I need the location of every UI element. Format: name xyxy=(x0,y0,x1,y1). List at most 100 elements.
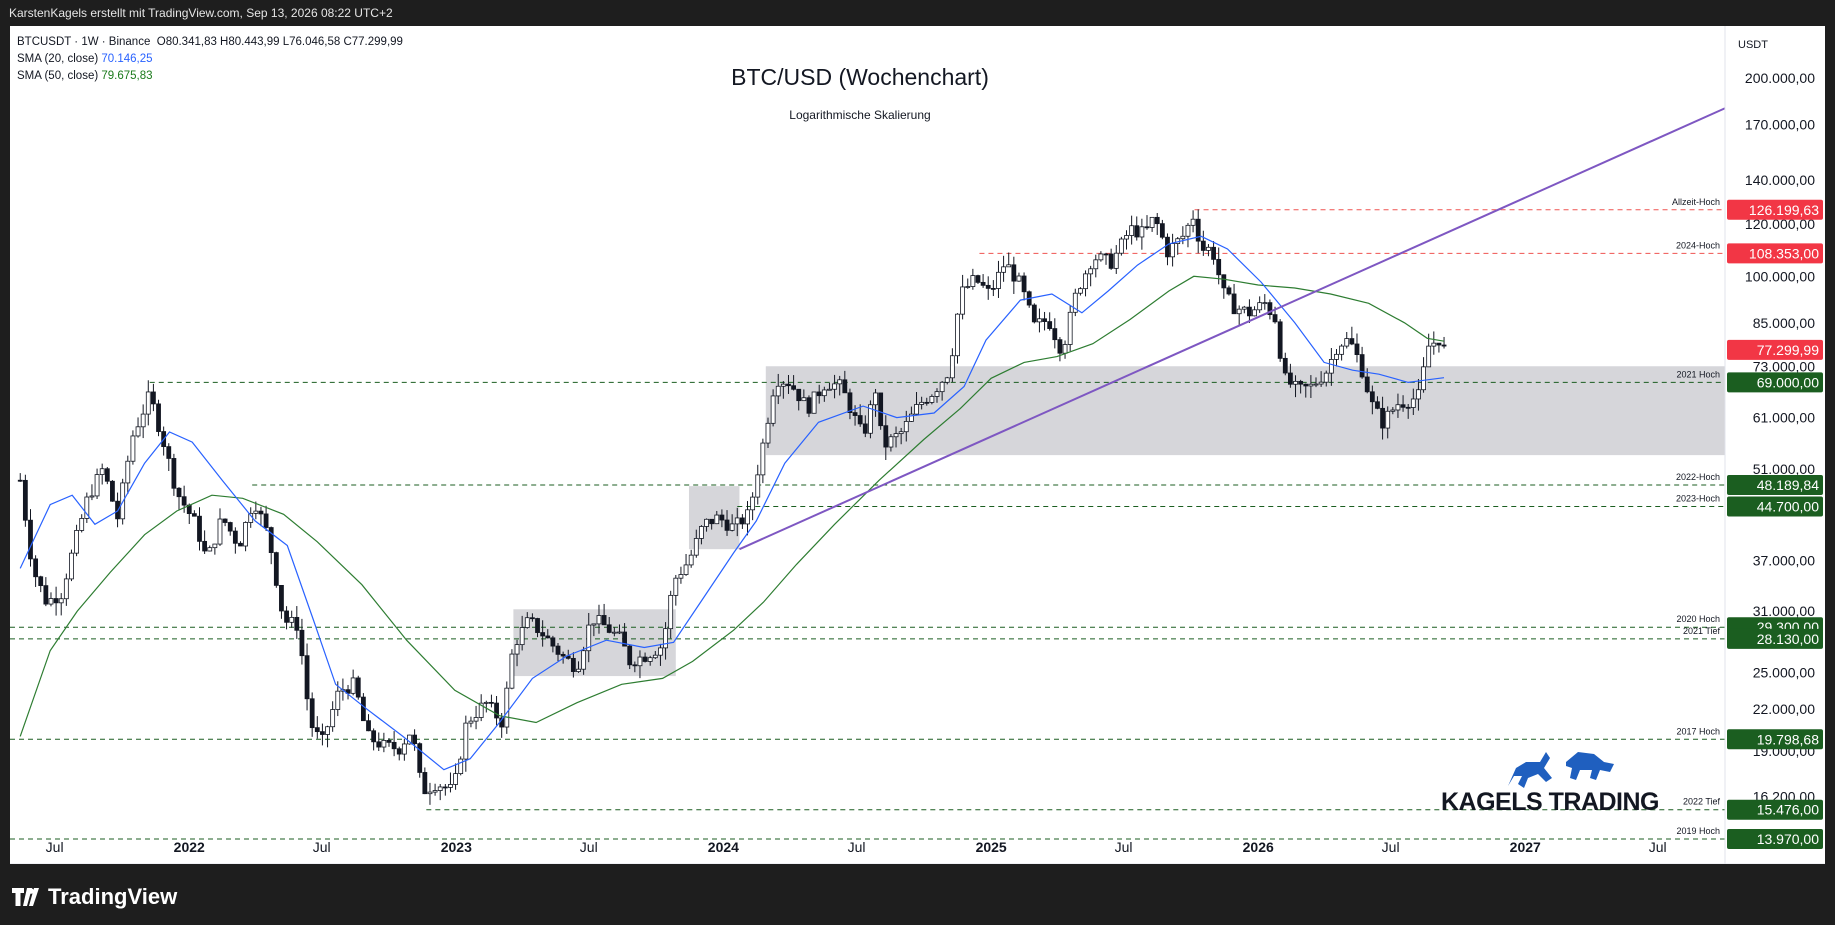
level-price-tag-text: 48.189,84 xyxy=(1757,477,1819,493)
candle-up xyxy=(955,313,960,357)
candle-down xyxy=(1231,293,1237,315)
candle-down xyxy=(1405,406,1411,409)
price-tick-label: 51.000,00 xyxy=(1753,461,1815,477)
candle-down xyxy=(227,522,233,532)
legend-sma50-row[interactable]: SMA (50, close) 79.675,83 xyxy=(17,68,403,85)
candle-down xyxy=(151,391,156,405)
candle-up xyxy=(873,392,878,406)
candle-up xyxy=(432,790,438,793)
candle-down xyxy=(632,664,638,667)
candle-up xyxy=(483,701,489,704)
candle-up xyxy=(908,413,914,422)
candle-down xyxy=(28,519,33,560)
candle-down xyxy=(1272,314,1278,323)
candle-up xyxy=(647,657,653,662)
candle-up xyxy=(888,436,894,448)
tradingview-logo[interactable]: TradingView xyxy=(12,884,177,910)
candle-up xyxy=(1190,218,1196,226)
candle-down xyxy=(294,616,300,631)
candle-down xyxy=(1380,407,1385,429)
currency-label: USDT xyxy=(1738,39,1768,51)
candle-down xyxy=(1165,236,1170,258)
candle-down xyxy=(38,576,44,587)
candle-down xyxy=(197,515,202,542)
candle-down xyxy=(263,513,269,528)
tradingview-icon xyxy=(12,888,39,906)
candle-up xyxy=(1431,342,1437,347)
candle-down xyxy=(1247,306,1252,317)
candle-up xyxy=(1395,404,1401,411)
candle-down xyxy=(1200,240,1206,251)
candle-down xyxy=(1216,258,1222,276)
candle-down xyxy=(222,518,228,523)
candle-down xyxy=(1441,344,1447,347)
candle-down xyxy=(1103,253,1109,256)
level-label: 2022-Hoch xyxy=(1676,472,1720,482)
level-price-tag xyxy=(1727,628,1823,649)
candle-up xyxy=(504,687,510,728)
candle-up xyxy=(1236,308,1242,315)
level-price-tag xyxy=(1727,199,1823,220)
candle-up xyxy=(919,401,925,405)
candle-up xyxy=(1083,273,1088,290)
candle-up xyxy=(668,594,674,630)
candle-up xyxy=(1098,253,1104,261)
candle-down xyxy=(1057,339,1063,354)
candle-down xyxy=(570,657,576,672)
candle-up xyxy=(970,275,976,287)
candle-down xyxy=(1011,264,1017,282)
price-tick-label: 85.000,00 xyxy=(1753,315,1815,331)
candle-up xyxy=(1328,359,1334,374)
price-tick-label: 37.000,00 xyxy=(1753,553,1815,569)
candle-down xyxy=(166,446,172,459)
candle-up xyxy=(1113,252,1119,269)
candle-down xyxy=(606,624,612,633)
candle-down xyxy=(320,731,325,735)
candle-down xyxy=(1375,401,1380,409)
candle-up xyxy=(775,385,781,397)
candle-up xyxy=(69,552,74,580)
candle-up xyxy=(837,379,843,385)
candle-down xyxy=(1303,383,1309,387)
candle-up xyxy=(765,422,771,444)
tradingview-wordmark: TradingView xyxy=(48,884,178,909)
candle-down xyxy=(366,720,371,732)
candle-down xyxy=(1364,376,1370,393)
level-price-tag xyxy=(1727,243,1823,264)
candle-up xyxy=(678,574,684,579)
candle-up xyxy=(755,474,761,498)
candle-up xyxy=(212,543,218,549)
candle-up xyxy=(832,383,837,390)
candle-down xyxy=(268,527,274,554)
legend-sma20-row[interactable]: SMA (20, close) 70.146,25 xyxy=(17,51,403,68)
candle-down xyxy=(1369,391,1375,403)
candle-up xyxy=(509,653,515,689)
candle-up xyxy=(401,743,407,755)
candle-down xyxy=(990,287,996,290)
candle-up xyxy=(58,598,64,604)
candle-up xyxy=(658,647,663,656)
level-price-tag-text: 13.970,00 xyxy=(1757,831,1819,847)
candle-up xyxy=(253,510,259,514)
candle-up xyxy=(960,286,966,315)
candle-down xyxy=(1108,253,1114,269)
candle-down xyxy=(786,383,791,387)
bull-icon xyxy=(1508,752,1552,788)
last-price-tag xyxy=(1727,339,1823,360)
time-tick-label: Jul xyxy=(580,839,598,855)
time-tick-label: Jul xyxy=(1649,839,1667,855)
candle-down xyxy=(309,698,315,729)
candle-up xyxy=(1416,389,1421,400)
level-price-tag-text: 108.353,00 xyxy=(1749,245,1819,261)
candle-down xyxy=(191,513,197,517)
candle-up xyxy=(381,740,387,748)
candle-down xyxy=(878,392,884,427)
candle-down xyxy=(601,615,607,626)
candle-down xyxy=(560,653,566,657)
price-tick-label: 170.000,00 xyxy=(1745,117,1815,133)
candle-down xyxy=(273,552,279,586)
candle-down xyxy=(238,542,243,547)
candle-down xyxy=(1287,372,1293,385)
candle-up xyxy=(514,644,520,655)
